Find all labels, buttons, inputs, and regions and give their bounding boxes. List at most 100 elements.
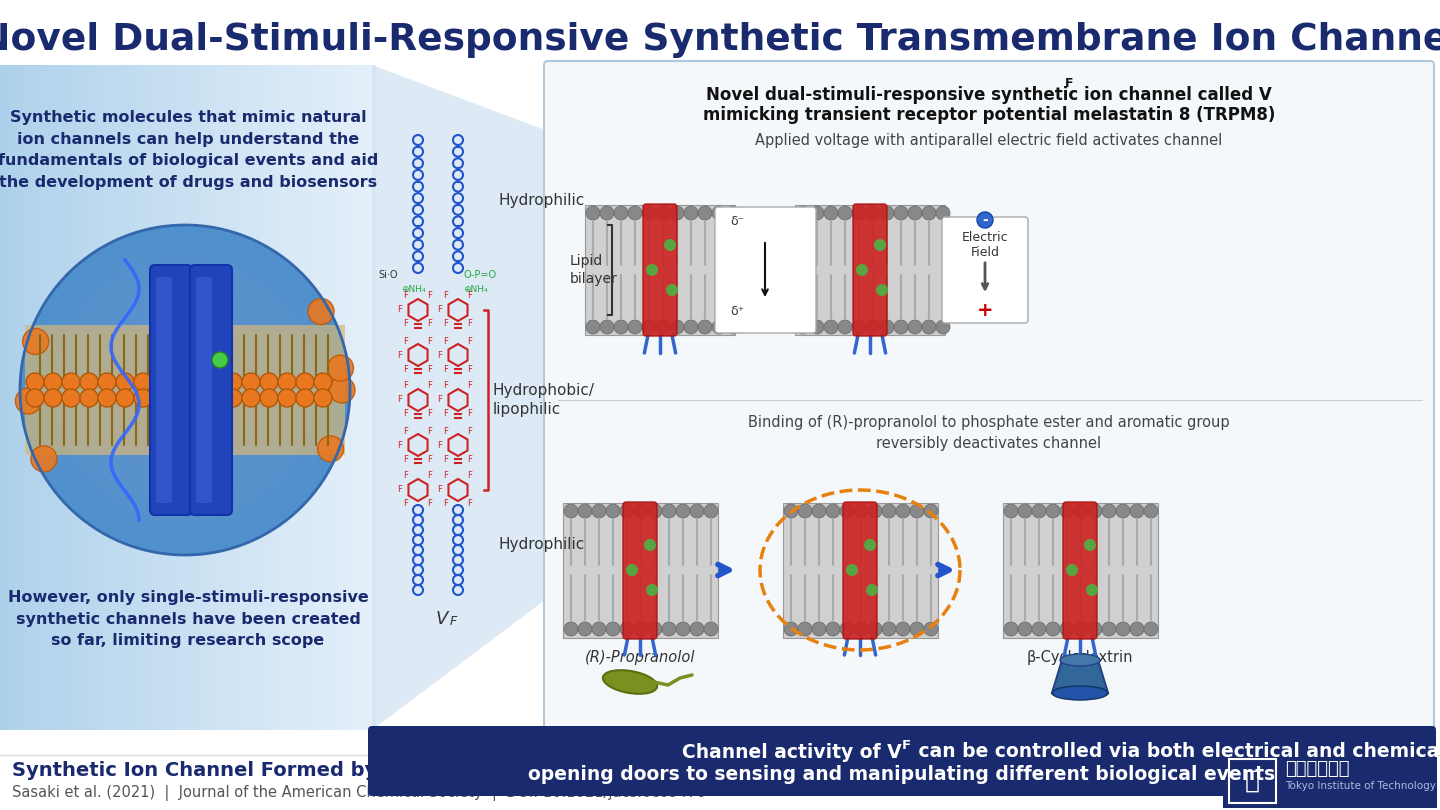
Bar <box>94 65 99 730</box>
Circle shape <box>189 373 206 391</box>
Bar <box>150 65 156 730</box>
Circle shape <box>153 373 170 391</box>
Circle shape <box>16 388 42 414</box>
Circle shape <box>1032 504 1045 518</box>
Bar <box>563 503 719 638</box>
Circle shape <box>225 373 242 391</box>
Text: F: F <box>403 292 409 301</box>
Text: F: F <box>397 351 402 360</box>
Text: F: F <box>428 410 432 419</box>
Circle shape <box>606 622 621 636</box>
Circle shape <box>840 622 854 636</box>
Bar <box>60 65 66 730</box>
Text: Sasaki et al. (2021)  |  Journal of the American Chemical Society  |  DOI: 10.10: Sasaki et al. (2021) | Journal of the Am… <box>12 785 706 801</box>
Circle shape <box>865 584 878 596</box>
Text: V: V <box>436 610 448 628</box>
Circle shape <box>670 206 684 220</box>
Circle shape <box>153 389 170 407</box>
Circle shape <box>117 373 134 391</box>
Text: F: F <box>403 410 409 419</box>
Circle shape <box>327 355 353 382</box>
Text: F: F <box>403 382 409 390</box>
Ellipse shape <box>1060 654 1100 666</box>
Circle shape <box>664 239 675 251</box>
Text: Hydrophobic/
lipophilic: Hydrophobic/ lipophilic <box>492 382 595 417</box>
Bar <box>141 65 147 730</box>
Circle shape <box>45 373 62 391</box>
Text: Novel dual-stimuli-responsive synthetic ion channel called V: Novel dual-stimuli-responsive synthetic … <box>706 86 1272 104</box>
Ellipse shape <box>1053 686 1107 700</box>
Text: F: F <box>444 292 448 301</box>
Bar <box>173 65 179 730</box>
Circle shape <box>936 206 950 220</box>
Text: F: F <box>428 454 432 463</box>
Circle shape <box>684 206 698 220</box>
Bar <box>98 65 104 730</box>
Text: Hydrophilic: Hydrophilic <box>498 193 585 207</box>
Circle shape <box>657 206 670 220</box>
Bar <box>29 65 33 730</box>
Circle shape <box>1143 622 1158 636</box>
Circle shape <box>1130 504 1143 518</box>
Text: F: F <box>468 427 472 436</box>
Circle shape <box>1074 504 1089 518</box>
Bar <box>291 65 297 730</box>
Bar <box>225 65 230 730</box>
Circle shape <box>910 504 924 518</box>
Circle shape <box>1060 504 1074 518</box>
Circle shape <box>880 320 894 334</box>
Text: ⊕NH₄: ⊕NH₄ <box>464 285 488 294</box>
Bar <box>160 65 166 730</box>
Text: 東京工業大学: 東京工業大学 <box>1284 760 1349 778</box>
Circle shape <box>30 446 58 471</box>
Text: F: F <box>468 471 472 480</box>
Text: Channel activity of V: Channel activity of V <box>683 743 901 761</box>
Bar <box>333 65 338 730</box>
Ellipse shape <box>603 670 657 694</box>
FancyBboxPatch shape <box>156 277 171 503</box>
Bar <box>10 65 14 730</box>
Circle shape <box>726 206 740 220</box>
Circle shape <box>170 373 189 391</box>
Circle shape <box>783 504 798 518</box>
Bar <box>281 65 287 730</box>
FancyBboxPatch shape <box>544 61 1434 734</box>
FancyBboxPatch shape <box>842 502 877 639</box>
Text: F: F <box>468 319 472 329</box>
Circle shape <box>852 206 865 220</box>
Circle shape <box>924 504 937 518</box>
Circle shape <box>206 389 225 407</box>
Circle shape <box>876 284 888 296</box>
Text: β-Cyclodextrin: β-Cyclodextrin <box>1027 650 1133 665</box>
Text: O-P=O: O-P=O <box>464 270 497 280</box>
Text: F: F <box>444 471 448 480</box>
Bar <box>4 65 10 730</box>
Bar <box>127 65 132 730</box>
Bar <box>42 65 48 730</box>
Circle shape <box>909 206 922 220</box>
Circle shape <box>45 389 62 407</box>
Text: (R)-Propranolol: (R)-Propranolol <box>585 650 696 665</box>
Circle shape <box>864 539 876 551</box>
Circle shape <box>134 389 153 407</box>
Circle shape <box>847 564 858 576</box>
Circle shape <box>1116 504 1130 518</box>
Circle shape <box>1116 622 1130 636</box>
Bar <box>295 65 301 730</box>
Circle shape <box>910 622 924 636</box>
Circle shape <box>824 206 838 220</box>
Bar <box>361 65 367 730</box>
Text: F: F <box>397 485 402 494</box>
Bar <box>192 65 197 730</box>
Bar <box>370 65 376 730</box>
Bar <box>23 65 29 730</box>
Circle shape <box>134 373 153 391</box>
Text: Synthetic molecules that mimic natural
ion channels can help understand the
fund: Synthetic molecules that mimic natural i… <box>0 110 379 190</box>
Bar <box>0 65 6 730</box>
Bar <box>253 65 259 730</box>
Bar <box>249 65 253 730</box>
Circle shape <box>212 352 228 368</box>
Circle shape <box>684 320 698 334</box>
FancyBboxPatch shape <box>624 502 657 639</box>
Circle shape <box>634 622 648 636</box>
